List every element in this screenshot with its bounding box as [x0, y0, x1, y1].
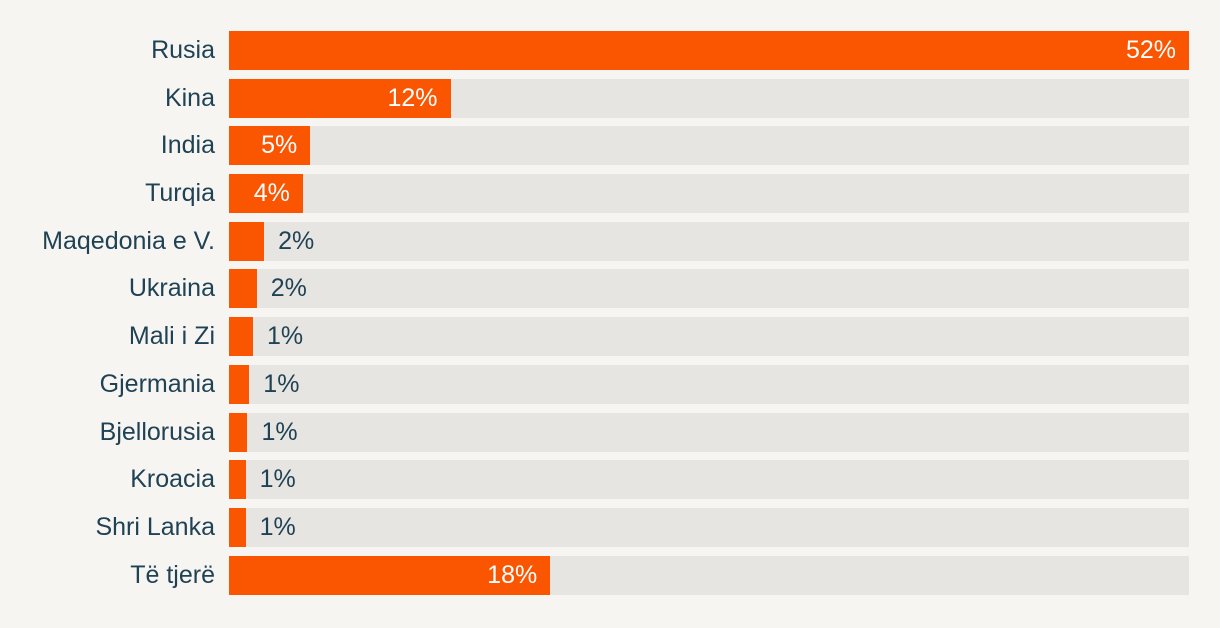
chart-row: Shri Lanka 1%	[16, 507, 1189, 547]
bar-segment	[229, 460, 246, 500]
chart-row: Turqia 4%	[16, 174, 1189, 214]
category-label: Kina	[164, 83, 215, 112]
category-label: Gjermania	[99, 369, 215, 398]
chart-row: Gjermania 1%	[16, 364, 1189, 404]
value-label: 1%	[259, 465, 296, 494]
value-label: 2%	[278, 226, 315, 255]
value-label: 4%	[253, 179, 290, 208]
value-label: 2%	[270, 274, 307, 303]
bar-segment	[229, 364, 250, 404]
category-label: Bjellorusia	[99, 417, 215, 446]
bar-track: 1%	[229, 460, 1189, 500]
chart-row: Të tjerë 18%	[16, 555, 1189, 595]
category-label: India	[160, 131, 215, 160]
bar-track: 52%	[229, 31, 1189, 70]
chart-row: Kina 12%	[16, 78, 1189, 118]
bar-segment	[229, 269, 257, 309]
bar-track: 1%	[229, 412, 1189, 452]
bar-segment	[229, 507, 246, 547]
bar-segment	[229, 412, 248, 452]
category-label: Kroacia	[130, 465, 215, 494]
bar-track: 5%	[229, 126, 1189, 166]
value-label: 5%	[261, 131, 298, 160]
bar-segment: 12%	[229, 78, 451, 118]
value-label: 12%	[387, 83, 438, 112]
bar-track: 2%	[229, 269, 1189, 309]
chart-row: Ukraina 2%	[16, 269, 1189, 309]
bar-segment	[229, 221, 265, 261]
chart-row: Rusia 52%	[16, 31, 1189, 70]
bar-segment	[229, 317, 253, 357]
category-label: Ukraina	[128, 274, 215, 303]
category-label: Rusia	[151, 36, 215, 64]
category-label: Turqia	[145, 179, 215, 208]
bar-segment: 52%	[229, 31, 1189, 70]
category-label: Të tjerë	[130, 560, 215, 589]
bar-segment: 5%	[229, 126, 311, 166]
bar-track: 4%	[229, 174, 1189, 214]
category-label: Mali i Zi	[128, 322, 215, 351]
value-label: 1%	[263, 369, 300, 398]
chart-row: India 5%	[16, 126, 1189, 166]
value-label: 1%	[261, 417, 298, 446]
bar-track: 1%	[229, 507, 1189, 547]
bar-track: 12%	[229, 78, 1189, 118]
category-label: Maqedonia e V.	[42, 226, 215, 255]
bar-segment: 18%	[229, 555, 551, 595]
value-label: 52%	[1125, 36, 1176, 64]
bar-track: 1%	[229, 317, 1189, 357]
value-label: 1%	[267, 322, 304, 351]
category-label: Shri Lanka	[95, 512, 215, 541]
chart-row: Bjellorusia 1%	[16, 412, 1189, 452]
chart-row: Kroacia 1%	[16, 460, 1189, 500]
value-label: 18%	[487, 560, 538, 589]
bar-track: 1%	[229, 364, 1189, 404]
chart-row: Maqedonia e V. 2%	[16, 221, 1189, 261]
bar-track: 18%	[229, 555, 1189, 595]
chart-row: Mali i Zi 1%	[16, 317, 1189, 357]
bar-segment: 4%	[229, 174, 303, 214]
value-label: 1%	[259, 512, 296, 541]
bar-chart-rows: Rusia 52% Kina 12% India 5% Turqia 4% Maqedonia …	[16, 31, 1189, 595]
bar-track: 2%	[229, 221, 1189, 261]
